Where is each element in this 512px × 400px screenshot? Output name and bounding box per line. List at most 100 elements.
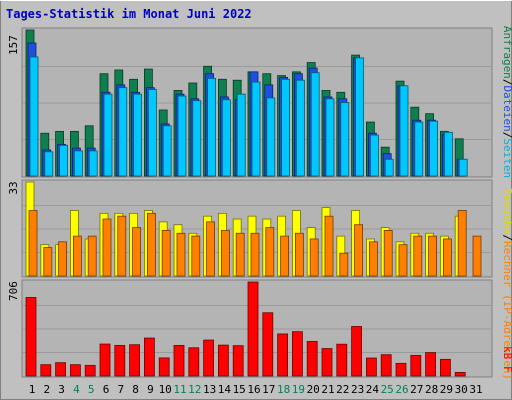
day-label-25: 25 bbox=[381, 383, 394, 396]
bar-seiten-day-23 bbox=[355, 57, 365, 177]
day-label-20: 20 bbox=[307, 383, 320, 396]
bar-seiten-day-16 bbox=[251, 81, 261, 177]
bar-rechner-day-30 bbox=[457, 210, 467, 277]
bar-rechner-day-22 bbox=[339, 252, 349, 277]
bar-seiten-day-8 bbox=[133, 93, 143, 177]
bar-seiten-day-13 bbox=[207, 77, 217, 177]
bar-kbf-day-22 bbox=[336, 343, 348, 377]
day-label-3: 3 bbox=[58, 383, 65, 396]
legend-part-1: / bbox=[501, 79, 512, 86]
legend-part-0: kB F bbox=[501, 346, 512, 373]
bar-rechner-day-20 bbox=[309, 238, 319, 277]
bar-kbf-day-14 bbox=[217, 344, 229, 377]
day-label-26: 26 bbox=[395, 383, 408, 396]
bar-seiten-day-1 bbox=[29, 56, 39, 177]
day-label-23: 23 bbox=[351, 383, 364, 396]
day-label-12: 12 bbox=[188, 383, 201, 396]
bar-rechner-day-25 bbox=[383, 230, 393, 277]
bar-rechner-day-16 bbox=[250, 232, 260, 277]
bar-seiten-day-25 bbox=[384, 158, 394, 177]
day-label-7: 7 bbox=[117, 383, 124, 396]
bar-kbf-day-28 bbox=[425, 352, 437, 377]
legend-part-0: Besuche bbox=[501, 188, 512, 234]
bar-kbf-day-12 bbox=[188, 347, 200, 377]
day-label-18: 18 bbox=[277, 383, 290, 396]
bars bbox=[25, 29, 482, 377]
bar-seiten-day-7 bbox=[118, 87, 128, 177]
day-label-5: 5 bbox=[88, 383, 95, 396]
bar-kbf-day-17 bbox=[262, 312, 274, 377]
legend-visits: Besuche/Rechner (IP-Adressen) bbox=[501, 188, 512, 380]
day-label-9: 9 bbox=[147, 383, 154, 396]
bar-seiten-day-24 bbox=[369, 134, 379, 177]
ymax-label-requests: 157 bbox=[7, 35, 20, 55]
bar-seiten-day-21 bbox=[325, 98, 335, 177]
day-label-27: 27 bbox=[410, 383, 423, 396]
bar-rechner-day-14 bbox=[220, 230, 230, 277]
bar-seiten-day-29 bbox=[443, 131, 453, 177]
day-label-1: 1 bbox=[29, 383, 36, 396]
bar-kbf-day-2 bbox=[40, 364, 52, 377]
day-label-19: 19 bbox=[292, 383, 305, 396]
ymax-label-visits: 33 bbox=[7, 181, 20, 194]
bar-seiten-day-22 bbox=[340, 102, 350, 177]
day-label-14: 14 bbox=[218, 383, 232, 396]
bar-seiten-day-28 bbox=[429, 120, 439, 177]
bar-rechner-day-26 bbox=[398, 244, 408, 277]
bar-kbf-day-27 bbox=[410, 354, 422, 377]
day-label-8: 8 bbox=[132, 383, 139, 396]
legend-part-3: / bbox=[501, 132, 512, 139]
bar-seiten-day-18 bbox=[281, 78, 291, 177]
day-label-11: 11 bbox=[173, 383, 186, 396]
day-label-10: 10 bbox=[159, 383, 172, 396]
bar-rechner-day-17 bbox=[265, 227, 275, 277]
bar-rechner-day-4 bbox=[73, 235, 82, 277]
bar-kbf-day-25 bbox=[380, 354, 392, 377]
legend-part-1: / bbox=[501, 234, 512, 241]
legend-traffic: kB F bbox=[501, 346, 512, 373]
bar-kbf-day-18 bbox=[277, 333, 289, 377]
bar-rechner-day-9 bbox=[146, 212, 156, 277]
bar-kbf-day-8 bbox=[129, 344, 141, 377]
bar-kbf-day-4 bbox=[70, 364, 81, 377]
bar-seiten-day-20 bbox=[310, 72, 320, 177]
bar-seiten-day-26 bbox=[399, 85, 409, 177]
day-label-24: 24 bbox=[366, 383, 380, 396]
day-label-31: 31 bbox=[469, 383, 482, 396]
bar-kbf-day-20 bbox=[306, 340, 318, 377]
bar-kbf-day-29 bbox=[439, 358, 451, 377]
bar-rechner-day-29 bbox=[442, 238, 452, 277]
bar-seiten-day-6 bbox=[103, 93, 113, 177]
bar-kbf-day-19 bbox=[291, 331, 303, 377]
bar-kbf-day-5 bbox=[84, 364, 96, 377]
bar-seiten-day-4 bbox=[74, 150, 83, 177]
bar-seiten-day-14 bbox=[221, 99, 231, 177]
legend-part-2: Rechner (IP-Adressen) bbox=[501, 241, 512, 380]
day-label-17: 17 bbox=[262, 383, 275, 396]
bar-rechner-day-19 bbox=[294, 232, 304, 277]
bar-seiten-day-11 bbox=[177, 95, 187, 177]
bar-seiten-day-19 bbox=[295, 79, 305, 177]
bar-seiten-day-30 bbox=[458, 158, 468, 177]
bar-rechner-day-28 bbox=[428, 235, 438, 277]
bar-seiten-day-15 bbox=[236, 93, 246, 177]
bar-rechner-day-15 bbox=[235, 232, 245, 277]
bar-seiten-day-9 bbox=[147, 89, 157, 177]
bar-rechner-day-1 bbox=[28, 210, 38, 277]
bar-rechner-day-31 bbox=[472, 235, 482, 277]
legend-requests: Anfragen/Dateien/Seiten bbox=[501, 26, 512, 178]
bar-kbf-day-9 bbox=[143, 337, 155, 377]
bar-kbf-day-23 bbox=[351, 326, 363, 377]
day-label-30: 30 bbox=[455, 383, 468, 396]
day-label-28: 28 bbox=[425, 383, 438, 396]
bar-rechner-day-18 bbox=[280, 235, 290, 277]
day-labels: 1 2 3 4 5 6 7 8 9 10 11 12 13 14 15 16 17 18 19 20 21 22 23 24 2… bbox=[29, 383, 483, 396]
day-label-13: 13 bbox=[203, 383, 216, 396]
bar-kbf-day-21 bbox=[321, 348, 333, 377]
bar-rechner-day-5 bbox=[87, 235, 97, 277]
legend-part-4: Seiten bbox=[501, 138, 512, 178]
bar-seiten-day-12 bbox=[192, 100, 202, 177]
bar-seiten-day-3 bbox=[59, 144, 68, 177]
bar-rechner-day-2 bbox=[43, 247, 53, 277]
